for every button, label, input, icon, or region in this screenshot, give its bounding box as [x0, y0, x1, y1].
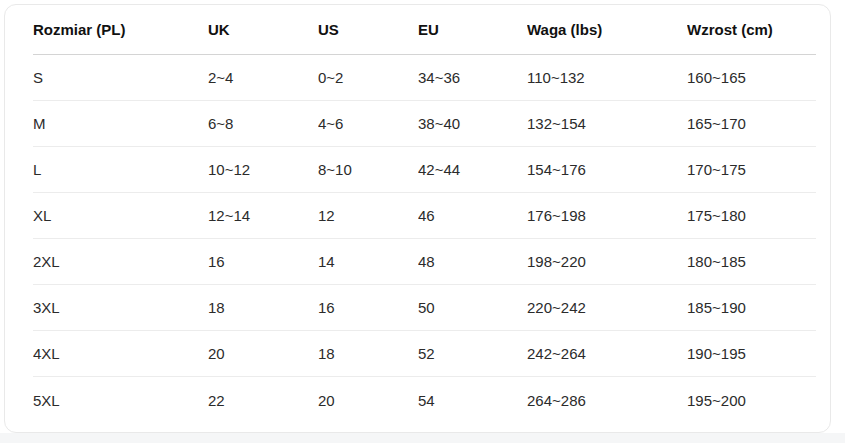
cell-waga: 176~198: [527, 207, 687, 224]
page-section-divider: [0, 433, 845, 443]
column-header-waga-lbs: Waga (lbs): [527, 21, 687, 38]
cell-uk: 12~14: [208, 207, 318, 224]
cell-wzrost: 175~180: [687, 207, 816, 224]
size-chart-header-row: Rozmiar (PL) UK US EU Waga (lbs) Wzrost …: [33, 5, 816, 55]
cell-us: 20: [318, 392, 418, 409]
table-row-5xl: 5XL 22 20 54 264~286 195~200: [33, 377, 816, 423]
cell-waga: 132~154: [527, 115, 687, 132]
cell-eu: 52: [418, 345, 527, 362]
cell-us: 8~10: [318, 161, 418, 178]
column-header-eu: EU: [418, 21, 527, 38]
cell-eu: 38~40: [418, 115, 527, 132]
column-header-wzrost-cm: Wzrost (cm): [687, 21, 816, 38]
table-row-m: M 6~8 4~6 38~40 132~154 165~170: [33, 101, 816, 147]
cell-us: 0~2: [318, 69, 418, 86]
cell-size: M: [33, 115, 208, 132]
cell-uk: 18: [208, 299, 318, 316]
cell-us: 4~6: [318, 115, 418, 132]
cell-eu: 46: [418, 207, 527, 224]
cell-wzrost: 185~190: [687, 299, 816, 316]
cell-us: 16: [318, 299, 418, 316]
cell-uk: 2~4: [208, 69, 318, 86]
table-row-s: S 2~4 0~2 34~36 110~132 160~165: [33, 55, 816, 101]
column-header-us: US: [318, 21, 418, 38]
cell-uk: 10~12: [208, 161, 318, 178]
cell-size: L: [33, 161, 208, 178]
table-row-2xl: 2XL 16 14 48 198~220 180~185: [33, 239, 816, 285]
cell-wzrost: 195~200: [687, 392, 816, 409]
cell-eu: 50: [418, 299, 527, 316]
cell-us: 18: [318, 345, 418, 362]
column-header-rozmiar-pl: Rozmiar (PL): [33, 21, 208, 38]
cell-waga: 154~176: [527, 161, 687, 178]
size-chart-card: Rozmiar (PL) UK US EU Waga (lbs) Wzrost …: [4, 4, 831, 433]
cell-eu: 34~36: [418, 69, 527, 86]
table-row-xl: XL 12~14 12 46 176~198 175~180: [33, 193, 816, 239]
cell-eu: 54: [418, 392, 527, 409]
cell-wzrost: 160~165: [687, 69, 816, 86]
cell-waga: 242~264: [527, 345, 687, 362]
cell-size: 2XL: [33, 253, 208, 270]
table-row-4xl: 4XL 20 18 52 242~264 190~195: [33, 331, 816, 377]
column-header-uk: UK: [208, 21, 318, 38]
cell-size: 4XL: [33, 345, 208, 362]
cell-wzrost: 170~175: [687, 161, 816, 178]
cell-size: XL: [33, 207, 208, 224]
cell-size: 5XL: [33, 392, 208, 409]
cell-wzrost: 165~170: [687, 115, 816, 132]
cell-waga: 198~220: [527, 253, 687, 270]
cell-us: 14: [318, 253, 418, 270]
cell-waga: 220~242: [527, 299, 687, 316]
cell-us: 12: [318, 207, 418, 224]
cell-wzrost: 190~195: [687, 345, 816, 362]
cell-eu: 42~44: [418, 161, 527, 178]
cell-size: S: [33, 69, 208, 86]
cell-waga: 110~132: [527, 69, 687, 86]
cell-size: 3XL: [33, 299, 208, 316]
cell-uk: 6~8: [208, 115, 318, 132]
cell-eu: 48: [418, 253, 527, 270]
cell-uk: 16: [208, 253, 318, 270]
cell-uk: 22: [208, 392, 318, 409]
table-row-l: L 10~12 8~10 42~44 154~176 170~175: [33, 147, 816, 193]
cell-uk: 20: [208, 345, 318, 362]
cell-waga: 264~286: [527, 392, 687, 409]
cell-wzrost: 180~185: [687, 253, 816, 270]
table-row-3xl: 3XL 18 16 50 220~242 185~190: [33, 285, 816, 331]
